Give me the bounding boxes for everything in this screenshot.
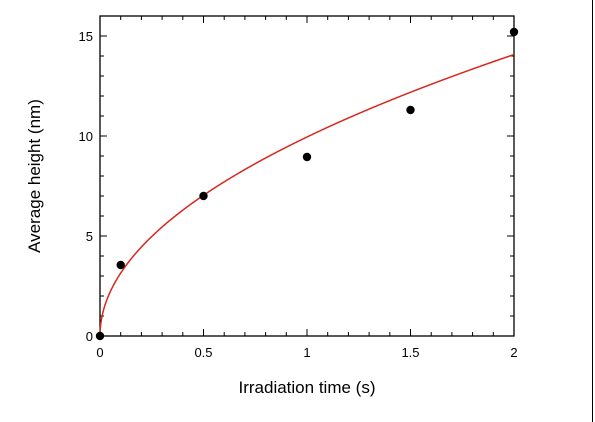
y-axis-title: Average height (nm) <box>25 99 44 253</box>
data-point <box>509 27 519 37</box>
x-axis-title: Irradiation time (s) <box>239 378 376 397</box>
x-tick-label: 0.5 <box>194 345 212 360</box>
data-point <box>302 152 312 162</box>
y-tick-label: 10 <box>79 129 93 144</box>
data-points <box>95 27 519 341</box>
fit-curve <box>99 53 515 336</box>
x-tick-label: 1 <box>303 345 310 360</box>
x-tick-label: 1.5 <box>401 345 419 360</box>
y-tick-label: 5 <box>86 229 93 244</box>
right-border-line <box>592 0 593 422</box>
x-tick-label: 2 <box>510 345 517 360</box>
y-tick-label: 15 <box>79 29 93 44</box>
data-point <box>406 105 415 115</box>
data-point <box>95 331 105 341</box>
y-tick-labels: 0 5 10 15 <box>79 29 93 344</box>
x-tick-labels: 0 0.5 1 1.5 2 <box>96 345 517 360</box>
ticks-layer <box>99 15 515 337</box>
data-point <box>199 191 208 201</box>
data-point <box>116 260 125 270</box>
x-tick-label: 0 <box>96 345 103 360</box>
y-tick-label: 0 <box>86 329 93 344</box>
plot-frame <box>99 15 515 337</box>
